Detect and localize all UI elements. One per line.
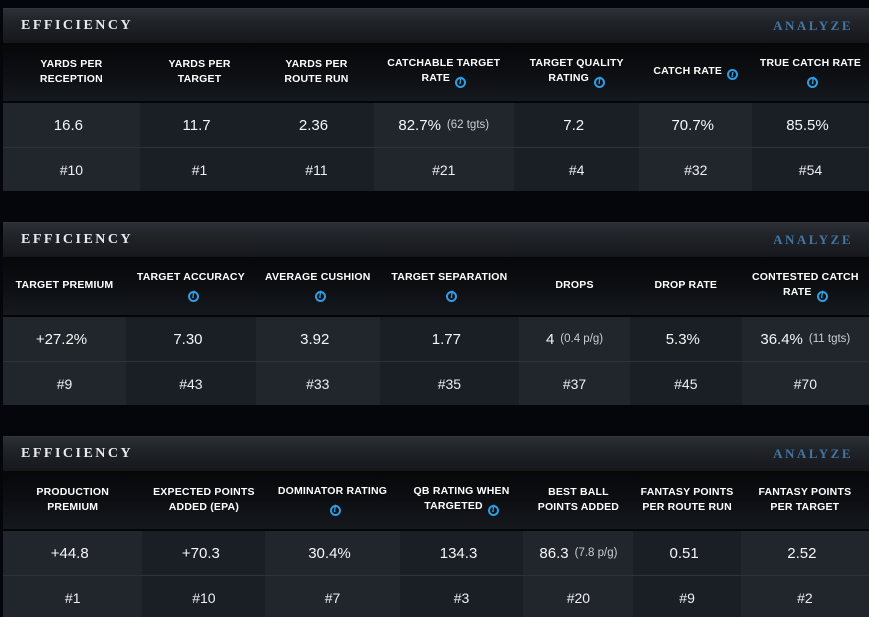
- column-header: TARGET ACCURACY i: [125, 257, 256, 317]
- stat-value-cell: 85.5%: [752, 103, 869, 147]
- section-title-bar: EFFICIENCY ANALYZE: [3, 436, 869, 471]
- column-header: AVERAGE CUSHION i: [255, 257, 380, 317]
- stat-value-cell: 134.3: [399, 531, 524, 575]
- section-title: EFFICIENCY: [21, 446, 134, 461]
- column-header: CONTESTED CATCH RATE i: [741, 257, 869, 317]
- analyze-link[interactable]: ANALYZE: [773, 232, 853, 247]
- stat-rank-cell: #37: [519, 361, 630, 405]
- analyze-link[interactable]: ANALYZE: [773, 18, 853, 33]
- stat-value-cell: 4 (0.4 p/g): [519, 317, 630, 361]
- info-icon[interactable]: i: [455, 76, 467, 88]
- stat-rank-cell: #10: [3, 147, 140, 191]
- stat-rank-cell: #35: [379, 361, 520, 405]
- stat-rank-cell: #43: [125, 361, 256, 405]
- stat-value-cell: 70.7%: [639, 103, 753, 147]
- info-icon[interactable]: i: [314, 290, 326, 302]
- stats-grid: PRODUCTION PREMIUMi EXPECTED POINTS ADDE…: [3, 471, 869, 617]
- column-header: FANTASY POINTS PER ROUTE RUNi: [633, 471, 741, 531]
- stat-rank-cell: #11: [259, 147, 374, 191]
- stat-rank-cell: #7: [265, 575, 400, 617]
- column-header: YARDS PER TARGETi: [139, 43, 260, 103]
- stat-rank-cell: #45: [629, 361, 742, 405]
- info-icon[interactable]: i: [487, 504, 499, 516]
- stat-value-cell: 1.77: [379, 317, 520, 361]
- stat-value-cell: 36.4% (11 tgts): [741, 317, 869, 361]
- stat-rank-cell: #3: [399, 575, 524, 617]
- efficiency-section-2: EFFICIENCY ANALYZE TARGET PREMIUMi TARGE…: [3, 222, 869, 405]
- stat-rank-cell: #33: [255, 361, 380, 405]
- stat-value-cell: 16.6: [3, 103, 140, 147]
- stat-rank-cell: #9: [3, 361, 126, 405]
- stat-rank-cell: #10: [142, 575, 266, 617]
- stats-grid: YARDS PER RECEPTIONi YARDS PER TARGETi Y…: [3, 43, 869, 191]
- stat-rank-cell: #9: [633, 575, 741, 617]
- info-icon[interactable]: i: [187, 290, 199, 302]
- stat-rank-cell: #1: [139, 147, 260, 191]
- stat-rank-cell: #2: [740, 575, 869, 617]
- stat-value-cell: 0.51: [633, 531, 741, 575]
- efficiency-section-3: EFFICIENCY ANALYZE PRODUCTION PREMIUMi E…: [3, 436, 869, 617]
- stat-rank-cell: #32: [639, 147, 753, 191]
- column-header: CATCHABLE TARGET RATE i: [373, 43, 514, 103]
- stat-value-cell: 7.30: [125, 317, 256, 361]
- section-title: EFFICIENCY: [21, 18, 134, 33]
- column-header: DOMINATOR RATING i: [265, 471, 400, 531]
- stat-rank-cell: #4: [513, 147, 640, 191]
- efficiency-section-1: EFFICIENCY ANALYZE YARDS PER RECEPTIONi …: [3, 8, 869, 191]
- stat-value-cell: 2.36: [259, 103, 374, 147]
- info-icon[interactable]: i: [727, 69, 739, 81]
- stat-value-cell: 82.7% (62 tgts): [373, 103, 514, 147]
- stat-rank-cell: #54: [752, 147, 869, 191]
- column-header: QB RATING WHEN TARGETED i: [399, 471, 524, 531]
- column-header: TARGET SEPARATION i: [379, 257, 520, 317]
- column-header: FANTASY POINTS PER TARGETi: [740, 471, 869, 531]
- column-header: EXPECTED POINTS ADDED (EPA)i: [142, 471, 266, 531]
- section-title-bar: EFFICIENCY ANALYZE: [3, 222, 869, 257]
- column-header: TARGET PREMIUMi: [3, 257, 126, 317]
- column-header: TARGET QUALITY RATING i: [513, 43, 640, 103]
- stat-value-cell: 3.92: [255, 317, 380, 361]
- stat-value-cell: +27.2%: [3, 317, 126, 361]
- column-header: BEST BALL POINTS ADDEDi: [523, 471, 634, 531]
- section-title-bar: EFFICIENCY ANALYZE: [3, 8, 869, 43]
- info-icon[interactable]: i: [329, 504, 341, 516]
- stat-value-cell: 11.7: [139, 103, 260, 147]
- stat-value-cell: +44.8: [3, 531, 143, 575]
- column-header: TRUE CATCH RATE i: [752, 43, 869, 103]
- column-header: YARDS PER RECEPTIONi: [3, 43, 140, 103]
- info-icon[interactable]: i: [446, 290, 458, 302]
- column-header: DROPSi: [519, 257, 630, 317]
- column-header: YARDS PER ROUTE RUNi: [259, 43, 374, 103]
- info-icon[interactable]: i: [807, 76, 819, 88]
- section-title: EFFICIENCY: [21, 232, 134, 247]
- info-icon[interactable]: i: [816, 290, 828, 302]
- column-header: CATCH RATE i: [639, 43, 753, 103]
- info-icon[interactable]: i: [594, 76, 605, 88]
- stat-value-cell: 7.2: [513, 103, 640, 147]
- stat-rank-cell: #21: [373, 147, 514, 191]
- analyze-link[interactable]: ANALYZE: [773, 446, 853, 461]
- column-header: PRODUCTION PREMIUMi: [3, 471, 143, 531]
- stat-value-cell: 2.52: [740, 531, 869, 575]
- stat-value-cell: +70.3: [142, 531, 266, 575]
- stat-rank-cell: #70: [741, 361, 869, 405]
- stat-value-cell: 5.3%: [629, 317, 742, 361]
- stat-rank-cell: #1: [3, 575, 143, 617]
- stat-value-cell: 30.4%: [265, 531, 400, 575]
- stat-rank-cell: #20: [523, 575, 634, 617]
- stat-value-cell: 86.3 (7.8 p/g): [523, 531, 634, 575]
